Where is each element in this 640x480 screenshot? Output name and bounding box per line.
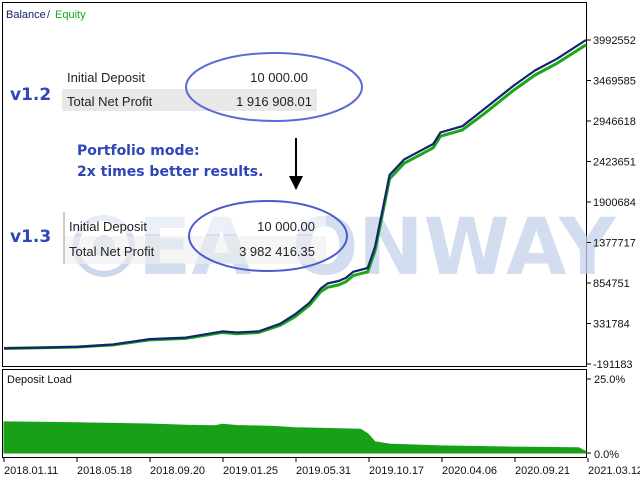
v12-profit-label: Total Net Profit	[67, 94, 153, 109]
y-tick-label: 2423651	[593, 157, 636, 169]
x-tick-label: 2018.05.18	[77, 465, 132, 477]
legend-equity: Equity	[55, 9, 86, 21]
down-arrow-icon	[289, 138, 303, 190]
x-axis: 2018.01.11 2018.05.18 2018.09.20 2019.01.25…	[3, 458, 640, 477]
x-tick-label: 2020.04.06	[442, 465, 497, 477]
v13-profit-label: Total Net Profit	[69, 244, 155, 259]
x-tick-label: 2018.09.20	[150, 465, 205, 477]
y-axis: 3992552 3469585 2946618 2423651 1900684 13777…	[587, 35, 636, 371]
v12-profit-value: 1 916 908.01	[236, 94, 312, 109]
legend-balance: Balance	[6, 9, 46, 21]
v12-deposit-value: 10 000.00	[250, 70, 308, 85]
x-tick-label: 2020.09.21	[515, 465, 570, 477]
y-tick-label: -191183	[593, 359, 633, 371]
legend-separator: /	[47, 9, 51, 21]
y-tick-label: 3469585	[593, 76, 636, 88]
v12-highlight-ellipse	[185, 52, 363, 122]
v13-profit-value: 3 982 416.35	[239, 244, 315, 259]
y-tick-label: 331784	[593, 319, 630, 331]
deposit-load-title: Deposit Load	[7, 374, 72, 386]
x-tick-label: 2021.03.12	[588, 465, 640, 477]
v13-deposit-value: 10 000.00	[257, 219, 315, 234]
load-tick-top: 25.0%	[594, 374, 625, 386]
v12-deposit-label: Initial Deposit	[67, 70, 145, 85]
y-tick-label: 854751	[593, 278, 630, 290]
y-tick-label: 1900684	[593, 197, 636, 209]
series-line-balance	[3, 39, 587, 350]
x-tick-label: 2019.01.25	[223, 465, 278, 477]
v12-profit-row-bg	[62, 89, 317, 111]
x-tick-label: 2018.01.11	[4, 465, 58, 477]
deposit-load-area	[3, 421, 587, 454]
y-tick-label: 2946618	[593, 116, 636, 128]
v13-version: v1.3	[10, 227, 51, 247]
x-tick-label: 2019.05.31	[296, 465, 351, 477]
v13-highlight-ellipse	[188, 200, 348, 272]
main-series	[3, 39, 587, 350]
v12-version: v1.2	[10, 85, 51, 105]
load-tick-bottom: 0.0%	[594, 449, 619, 461]
v13-deposit-label: Initial Deposit	[69, 219, 147, 234]
y-tick-label: 1377717	[593, 238, 636, 250]
x-tick-label: 2019.10.17	[369, 465, 424, 477]
y-tick-label: 3992552	[593, 35, 636, 47]
deposit-load-series	[3, 421, 587, 454]
annotation-line1: Portfolio mode:	[77, 143, 200, 159]
annotation-line2: 2x times better results.	[77, 164, 263, 180]
